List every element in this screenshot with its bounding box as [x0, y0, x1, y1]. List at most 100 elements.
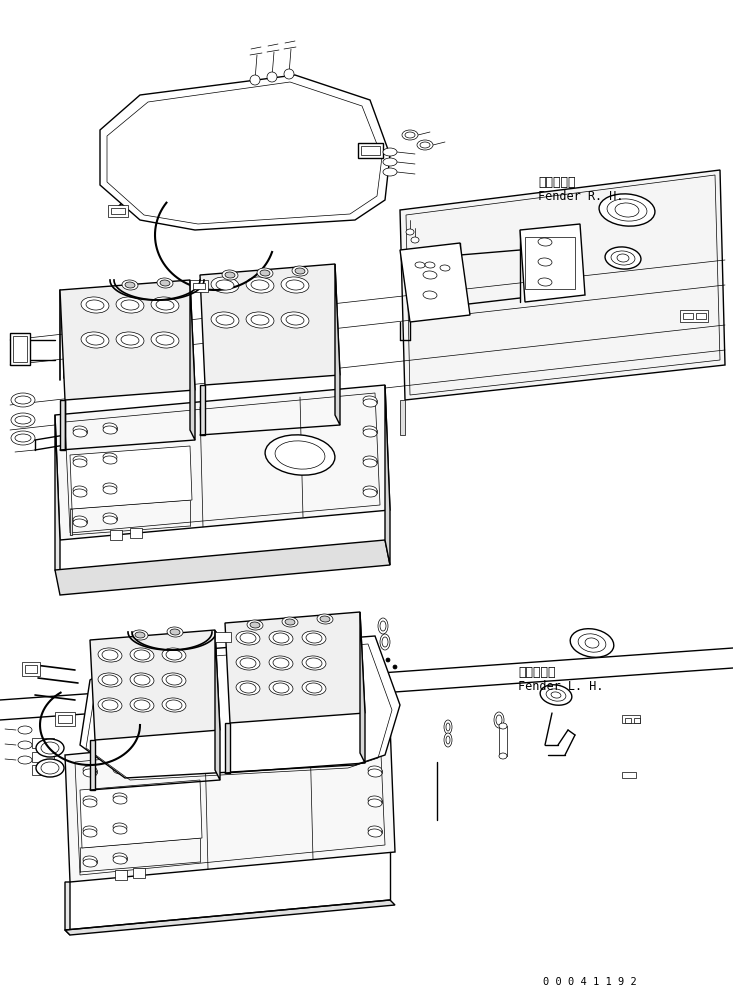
Bar [115, 870, 127, 880]
Ellipse shape [423, 271, 437, 279]
Ellipse shape [162, 698, 186, 712]
Ellipse shape [496, 715, 502, 725]
Ellipse shape [368, 739, 382, 747]
Ellipse shape [73, 519, 87, 527]
Ellipse shape [125, 282, 135, 288]
Polygon shape [200, 385, 205, 435]
Polygon shape [70, 509, 72, 535]
Bar [683, 313, 693, 319]
Ellipse shape [425, 262, 435, 268]
Ellipse shape [368, 796, 382, 804]
Ellipse shape [83, 796, 97, 804]
Polygon shape [400, 243, 470, 322]
Ellipse shape [363, 489, 377, 497]
Ellipse shape [286, 280, 304, 290]
Ellipse shape [102, 650, 118, 660]
Ellipse shape [113, 796, 127, 804]
Bar [190, 280, 208, 292]
Ellipse shape [211, 277, 239, 293]
Ellipse shape [499, 753, 507, 759]
Ellipse shape [240, 658, 256, 668]
Polygon shape [55, 540, 390, 595]
Ellipse shape [446, 723, 450, 731]
Ellipse shape [216, 280, 234, 290]
Polygon shape [225, 723, 230, 773]
Ellipse shape [363, 486, 377, 494]
Text: フェンダ左: フェンダ左 [518, 666, 556, 679]
Ellipse shape [393, 665, 397, 669]
Ellipse shape [411, 237, 419, 243]
Ellipse shape [538, 238, 552, 247]
Ellipse shape [317, 614, 333, 624]
Text: Fender L. H.: Fender L. H. [518, 680, 603, 693]
Polygon shape [190, 280, 195, 440]
Bar [10, 333, 30, 365]
Ellipse shape [103, 486, 117, 494]
Ellipse shape [551, 692, 561, 698]
Ellipse shape [151, 332, 179, 348]
Ellipse shape [83, 769, 97, 777]
Ellipse shape [240, 633, 256, 643]
Bar [108, 205, 128, 217]
Ellipse shape [170, 629, 180, 635]
Ellipse shape [166, 650, 182, 660]
Ellipse shape [444, 720, 452, 734]
Ellipse shape [368, 826, 382, 834]
Ellipse shape [83, 799, 97, 807]
Ellipse shape [211, 312, 239, 328]
Ellipse shape [236, 631, 260, 645]
Polygon shape [60, 400, 65, 450]
Ellipse shape [273, 658, 289, 668]
Ellipse shape [236, 656, 260, 670]
Ellipse shape [15, 434, 31, 442]
Ellipse shape [83, 829, 97, 837]
Ellipse shape [251, 315, 269, 325]
Ellipse shape [284, 69, 294, 79]
Ellipse shape [130, 698, 154, 712]
Ellipse shape [380, 634, 390, 650]
Ellipse shape [103, 453, 117, 461]
Ellipse shape [363, 459, 377, 467]
Text: Fender R. H.: Fender R. H. [538, 191, 624, 204]
Ellipse shape [402, 130, 418, 140]
Ellipse shape [368, 736, 382, 745]
Polygon shape [65, 724, 395, 882]
Polygon shape [360, 612, 365, 763]
Ellipse shape [122, 280, 138, 290]
Bar [55, 712, 75, 726]
Bar [361, 146, 380, 155]
Ellipse shape [285, 619, 295, 625]
Ellipse shape [103, 423, 117, 431]
Bar [22, 662, 40, 676]
Ellipse shape [257, 268, 273, 278]
Ellipse shape [251, 280, 269, 290]
Bar [13, 336, 27, 362]
Ellipse shape [225, 272, 235, 278]
Ellipse shape [73, 429, 87, 437]
Ellipse shape [83, 826, 97, 834]
Ellipse shape [269, 656, 293, 670]
Ellipse shape [386, 658, 390, 662]
Ellipse shape [134, 675, 150, 685]
Ellipse shape [282, 617, 298, 627]
Ellipse shape [156, 335, 174, 345]
Ellipse shape [73, 459, 87, 467]
Ellipse shape [267, 72, 277, 82]
Ellipse shape [363, 396, 377, 404]
Ellipse shape [599, 194, 655, 226]
Bar [25, 665, 37, 673]
Polygon shape [80, 780, 202, 848]
Ellipse shape [295, 268, 305, 274]
Ellipse shape [222, 270, 238, 280]
Ellipse shape [73, 456, 87, 464]
Bar [32, 752, 54, 762]
Polygon shape [65, 900, 395, 935]
Polygon shape [55, 385, 390, 540]
Ellipse shape [18, 756, 32, 764]
Ellipse shape [134, 650, 150, 660]
Polygon shape [200, 264, 340, 385]
Ellipse shape [302, 631, 326, 645]
Ellipse shape [81, 297, 109, 313]
Bar [499, 726, 507, 756]
Ellipse shape [98, 673, 122, 687]
